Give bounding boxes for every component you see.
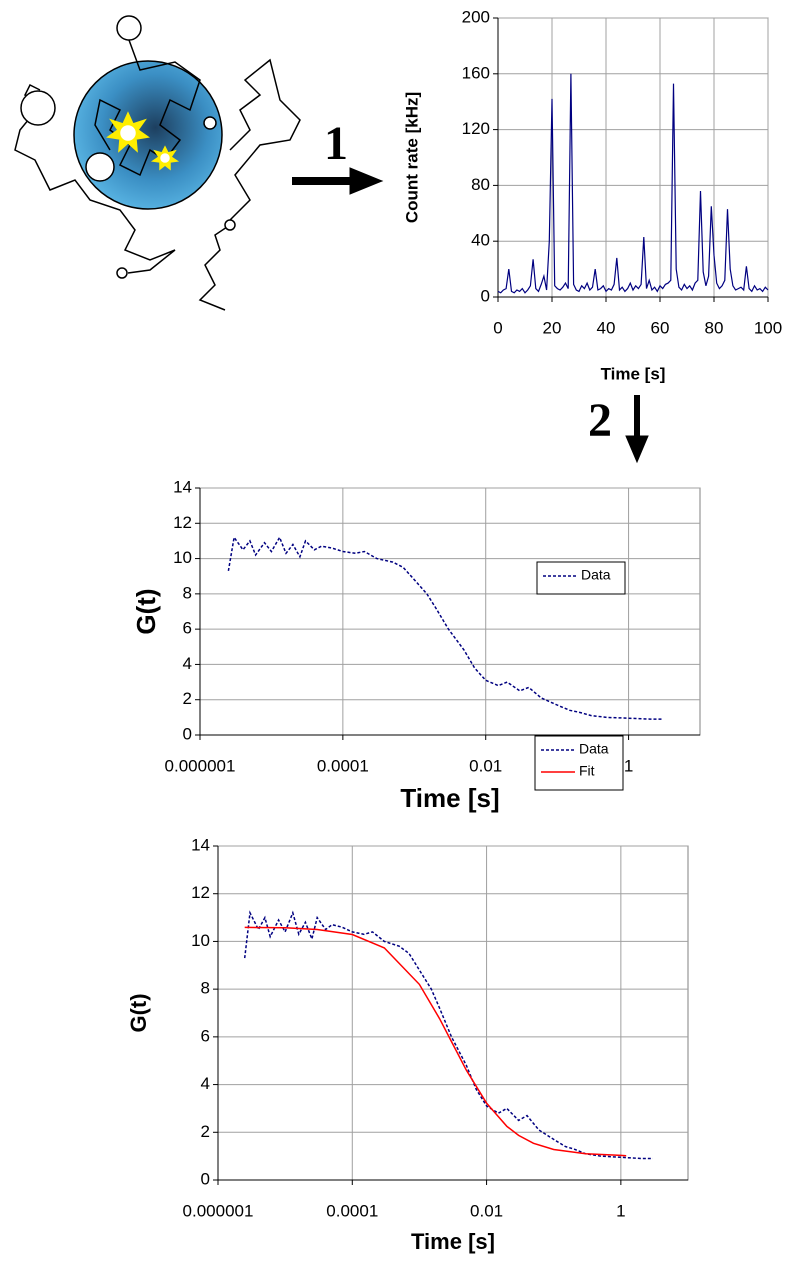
legend-box	[534, 735, 624, 791]
x-tick-label: 100	[754, 318, 782, 337]
y-tick-label: 80	[471, 175, 490, 194]
x-axis-title: Time [s]	[601, 364, 666, 383]
y-tick-label: 8	[183, 583, 192, 602]
y-tick-label: 2	[201, 1122, 210, 1141]
diagram	[14, 15, 301, 311]
x-axis-title: Time [s]	[400, 783, 499, 813]
y-tick-label: 4	[183, 654, 192, 673]
y-tick-label: 6	[201, 1026, 210, 1045]
y-tick-label: 14	[191, 835, 210, 854]
y-tick-label: 120	[462, 119, 490, 138]
y-tick-label: 0	[183, 724, 192, 743]
data-line	[497, 73, 769, 294]
y-tick-label: 2	[183, 689, 192, 708]
legend-label: Data	[581, 567, 611, 583]
y-tick-label: 12	[173, 513, 192, 532]
y-tick-label: 6	[183, 619, 192, 638]
y-tick-label: 160	[462, 63, 490, 82]
plot-area	[217, 845, 689, 1181]
step-label: 1	[324, 117, 348, 170]
y-tick-label: 40	[471, 231, 490, 250]
y-tick-label: 4	[201, 1074, 210, 1093]
y-tick-label: 10	[173, 548, 192, 567]
x-tick-label: 0.0001	[326, 1201, 378, 1220]
data-line	[244, 926, 627, 1157]
legend-label: Fit	[579, 763, 595, 779]
y-tick-label: 8	[201, 979, 210, 998]
x-tick-label: 0.000001	[183, 1201, 254, 1220]
x-axis-title: Time [s]	[411, 1229, 495, 1254]
data-line	[227, 535, 663, 720]
y-tick-label: 200	[462, 7, 490, 26]
plot-area	[497, 17, 769, 298]
legend-label: Data	[579, 741, 609, 757]
x-tick-label: 80	[705, 318, 724, 337]
x-tick-label: 1	[624, 756, 633, 775]
x-tick-label: 0.0001	[317, 756, 369, 775]
y-tick-label: 0	[201, 1169, 210, 1188]
data-line	[243, 910, 653, 1160]
y-tick-label: 12	[191, 883, 210, 902]
y-tick-label: 10	[191, 931, 210, 950]
plot-area	[199, 487, 701, 736]
x-tick-label: 40	[597, 318, 616, 337]
x-tick-label: 0.000001	[165, 756, 236, 775]
x-tick-label: 0.01	[470, 1201, 503, 1220]
x-tick-label: 1	[616, 1201, 625, 1220]
step-label: 2	[588, 394, 612, 447]
x-tick-label: 20	[543, 318, 562, 337]
x-tick-label: 60	[651, 318, 670, 337]
y-axis-title: G(t)	[126, 993, 151, 1032]
x-tick-label: 0.01	[469, 756, 502, 775]
y-tick-label: 14	[173, 477, 192, 496]
y-axis-title: Count rate [kHz]	[402, 92, 421, 223]
x-tick-label: 0	[493, 318, 502, 337]
y-axis-title: G(t)	[131, 588, 161, 634]
legend-box	[536, 561, 626, 595]
y-tick-label: 0	[481, 286, 490, 305]
